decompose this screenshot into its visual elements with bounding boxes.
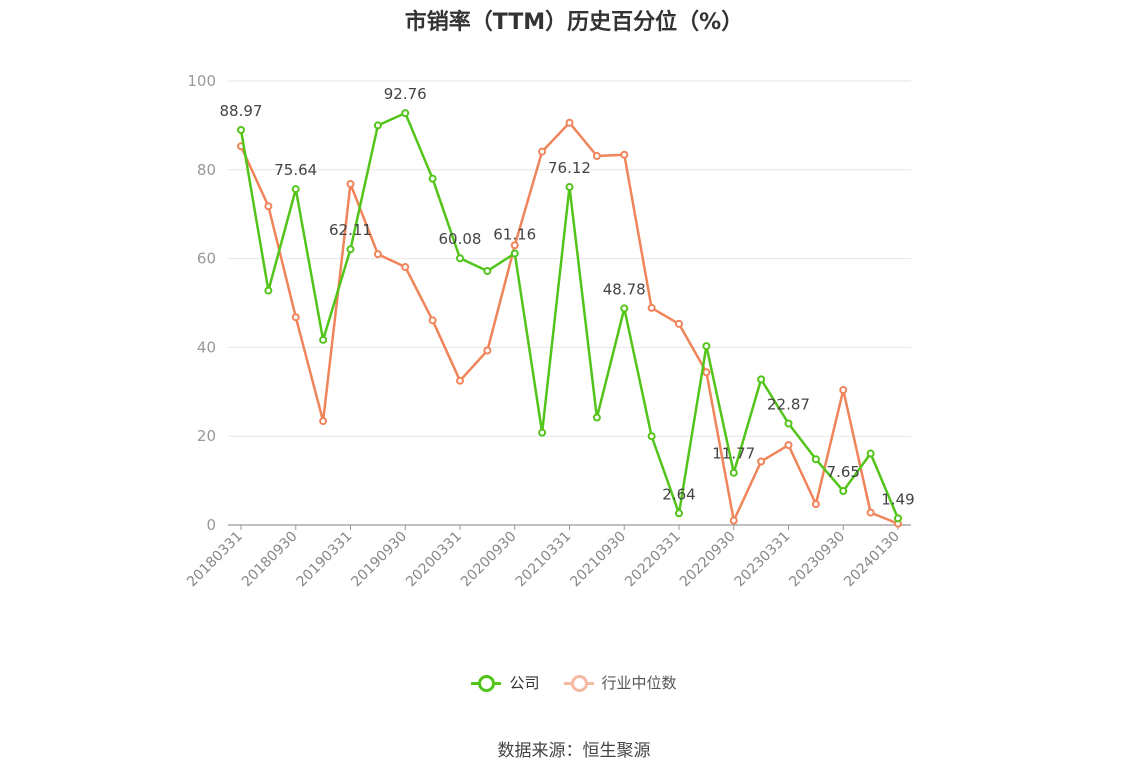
company-data-point: [675, 509, 683, 518]
x-tick-label: 20210331: [513, 529, 575, 591]
industry-data-point: [592, 152, 601, 161]
legend-company-line-icon: [471, 674, 502, 692]
chart-title: 市销率（TTM）历史百分位（%）: [404, 10, 744, 35]
company-data-point: [510, 249, 519, 258]
x-tick-label: 20180930: [239, 529, 301, 591]
industry-data-point: [510, 241, 519, 250]
y-tick-label: 100: [187, 72, 216, 90]
industry-data-point: [538, 147, 547, 156]
industry-series-line: [239, 121, 899, 525]
industry-data-point: [784, 441, 793, 450]
industry-data-point: [483, 346, 492, 355]
company-data-label: 22.87: [767, 395, 810, 413]
company-data-point: [373, 121, 382, 130]
company-data-point: [291, 185, 300, 194]
company-data-label: 7.65: [827, 463, 860, 481]
company-data-point: [729, 468, 738, 477]
company-data-point: [839, 487, 848, 496]
industry-data-point: [811, 500, 820, 509]
x-tick-label: 20190930: [348, 529, 410, 591]
line-chart: 0 20 40 60 80 100 2018033120180930201903312019…: [184, 72, 915, 591]
company-data-point: [866, 449, 875, 458]
x-tick-label: 20230930: [786, 529, 848, 591]
industry-data-point: [373, 250, 382, 259]
y-tick-label: 40: [197, 338, 216, 356]
legend-industry-label: 行业中位数: [601, 674, 677, 692]
y-tick-label: 0: [206, 516, 216, 534]
company-data-label: 75.64: [274, 161, 317, 179]
company-data-label: 76.12: [548, 159, 591, 177]
company-data-point: [319, 335, 328, 344]
legend-item-industry[interactable]: 行业中位数: [563, 672, 677, 693]
company-data-point: [428, 174, 437, 183]
industry-data-point: [702, 368, 711, 377]
company-data-point: [620, 304, 629, 313]
industry-data-point: [565, 118, 574, 127]
industry-data-point: [839, 386, 848, 395]
x-tick-label: 20180331: [184, 529, 246, 591]
company-data-point: [894, 514, 902, 523]
industry-data-point: [401, 263, 410, 272]
company-data-label: 48.78: [603, 280, 646, 298]
company-data-point: [647, 432, 656, 441]
company-data-point: [811, 455, 820, 464]
x-tick-label: 20210930: [567, 529, 629, 591]
company-data-label: 61.16: [493, 225, 536, 243]
x-tick-label: 20200331: [403, 529, 465, 591]
legend-industry-line-icon: [563, 674, 594, 692]
company-data-point: [538, 428, 547, 437]
industry-data-point: [620, 150, 629, 159]
legend-item-company[interactable]: 公司: [471, 672, 540, 693]
industry-data-point: [456, 376, 464, 385]
company-data-label: 92.76: [384, 85, 427, 103]
x-tick-label: 20200930: [458, 529, 520, 591]
industry-data-point: [428, 316, 437, 325]
chart-legend: 公司 行业中位数: [0, 672, 1148, 693]
x-tick-label: 20190331: [294, 529, 356, 591]
industry-data-point: [291, 313, 300, 322]
company-data-label: 2.64: [662, 485, 695, 503]
legend-company-label: 公司: [509, 674, 540, 692]
company-data-point: [784, 419, 793, 428]
industry-data-point: [729, 516, 738, 525]
industry-data-point: [647, 303, 656, 312]
x-tick-label: 20240130: [841, 529, 903, 591]
company-data-label: 62.11: [329, 221, 372, 239]
company-data-point: [702, 342, 711, 351]
x-tick-label: 20230331: [732, 529, 794, 591]
x-tick-label: 20220930: [677, 529, 739, 591]
company-data-point: [757, 375, 766, 384]
y-tick-label: 60: [197, 250, 216, 268]
company-data-point: [237, 125, 245, 134]
company-data-point: [592, 413, 601, 422]
industry-data-point: [264, 202, 273, 211]
industry-data-point: [866, 508, 875, 517]
company-data-label: 1.49: [881, 490, 914, 508]
industry-data-point: [675, 319, 683, 328]
industry-data-point: [346, 180, 355, 189]
company-data-point: [483, 267, 492, 276]
company-data-label: 88.97: [220, 102, 263, 120]
y-tick-label: 20: [197, 427, 216, 445]
x-tick-label: 20220331: [622, 529, 684, 591]
company-data-label: 11.77: [712, 445, 755, 463]
company-data-point: [565, 183, 574, 192]
data-source-note: 数据来源：恒生聚源: [497, 741, 651, 761]
company-data-point: [346, 245, 355, 254]
company-data-point: [456, 254, 464, 263]
company-data-label: 60.08: [439, 230, 482, 248]
company-data-point: [401, 109, 410, 118]
company-data-point: [264, 286, 273, 295]
industry-data-point: [319, 417, 328, 426]
y-tick-label: 80: [197, 161, 216, 179]
industry-data-point: [757, 457, 766, 466]
